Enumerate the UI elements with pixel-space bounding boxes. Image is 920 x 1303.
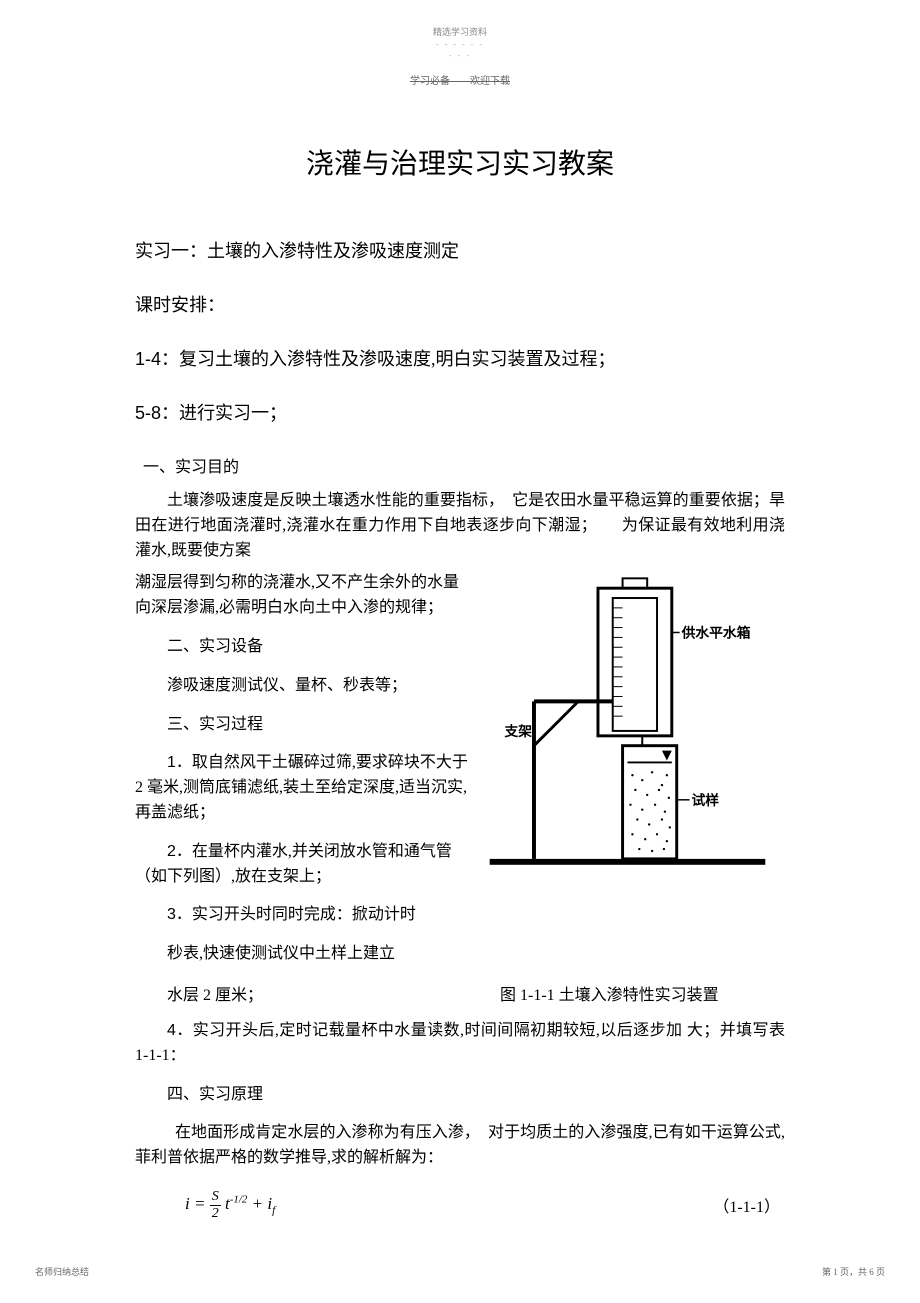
- header-dashes-2: - - -: [0, 51, 920, 60]
- step-2: 2．在量杯内灌水,并关闭放水管和通气管（如下列图）,放在支架上；: [135, 840, 470, 890]
- formula-number: （1-1-1）: [713, 1193, 785, 1217]
- sub-heading-3: 三、实习过程: [135, 713, 470, 738]
- paragraph-4: 在地面形成肯定水层的入渗称为有压入渗， 对于均质土的入渗强度,已有如干运算公式,…: [135, 1121, 785, 1171]
- page-title: 浇灌与治理实习实习教案: [0, 142, 920, 182]
- header-strike-text: 学习必备 - - - 欢迎下载: [0, 72, 920, 87]
- schedule-text-2: ：进行实习一；: [161, 403, 287, 423]
- water-layer-text: 水层 2 厘米；: [135, 981, 470, 1005]
- step-4: 4．实习开头后,定时记载量杯中水量读数,时间间隔初期较短,以后逐步加 大；并填写…: [135, 1019, 785, 1069]
- left-column: 潮湿层得到匀称的浇灌水,又不产生余外的水量向深层渗漏,必需明白水向土中入渗的规律…: [135, 571, 470, 981]
- figure-caption: 图 1-1-1 土壤入渗特性实习装置: [470, 981, 785, 1005]
- diagram-column: 供水平水箱 支架 试样: [470, 571, 785, 981]
- paragraph-1: 土壤渗吸速度是反映土壤透水性能的重要指标， 它是农田水量平稳运算的重要依据；旱田…: [135, 489, 785, 563]
- formula: i = S2 t-1/2 + if: [185, 1189, 275, 1222]
- step-3: 3．实习开头时同时完成：掀动计时: [135, 903, 470, 928]
- step-1: 1．取自然风干土碾碎过筛,要求碎块不大于 2 毫米,测筒底铺滤纸,装土至给定深度…: [135, 751, 470, 825]
- schedule-num-1: 1-4: [135, 349, 161, 369]
- label-sample: 试样: [691, 792, 719, 808]
- sub-heading-1: 一、实习目的: [135, 453, 785, 477]
- label-support: 支架: [503, 723, 532, 739]
- section-one-heading: 实习一：土壤的入渗特性及渗吸速度测定: [135, 237, 785, 263]
- footer-left: 名师归纳总结: [35, 1265, 89, 1278]
- schedule-num-2: 5-8: [135, 403, 161, 423]
- step-3-cont: 秒表,快速使测试仪中土样上建立: [135, 942, 470, 967]
- infiltration-diagram: 供水平水箱 支架 试样: [470, 571, 785, 881]
- paragraph-3: 渗吸速度测试仪、量杯、秒表等；: [135, 674, 470, 699]
- paragraph-2: 潮湿层得到匀称的浇灌水,又不产生余外的水量向深层渗漏,必需明白水向土中入渗的规律…: [135, 571, 470, 621]
- footer-right: 第 1 页，共 6 页: [822, 1265, 885, 1278]
- sub-heading-2: 二、实习设备: [135, 635, 470, 660]
- sub-heading-4: 四、实习原理: [135, 1083, 785, 1108]
- formula-row: i = S2 t-1/2 + if （1-1-1）: [135, 1189, 785, 1222]
- schedule-item-1: 1-4：复习土壤的入渗特性及渗吸速度,明白实习装置及过程；: [135, 345, 785, 371]
- schedule-heading: 课时安排：: [135, 291, 785, 317]
- schedule-item-2: 5-8：进行实习一；: [135, 399, 785, 425]
- header-small-text: 精选学习资料: [0, 0, 920, 38]
- label-water-tank: 供水平水箱: [681, 625, 751, 641]
- header-dashes: - - - - - -: [0, 40, 920, 49]
- schedule-text-1: ：复习土壤的入渗特性及渗吸速度,明白实习装置及过程；: [161, 349, 616, 369]
